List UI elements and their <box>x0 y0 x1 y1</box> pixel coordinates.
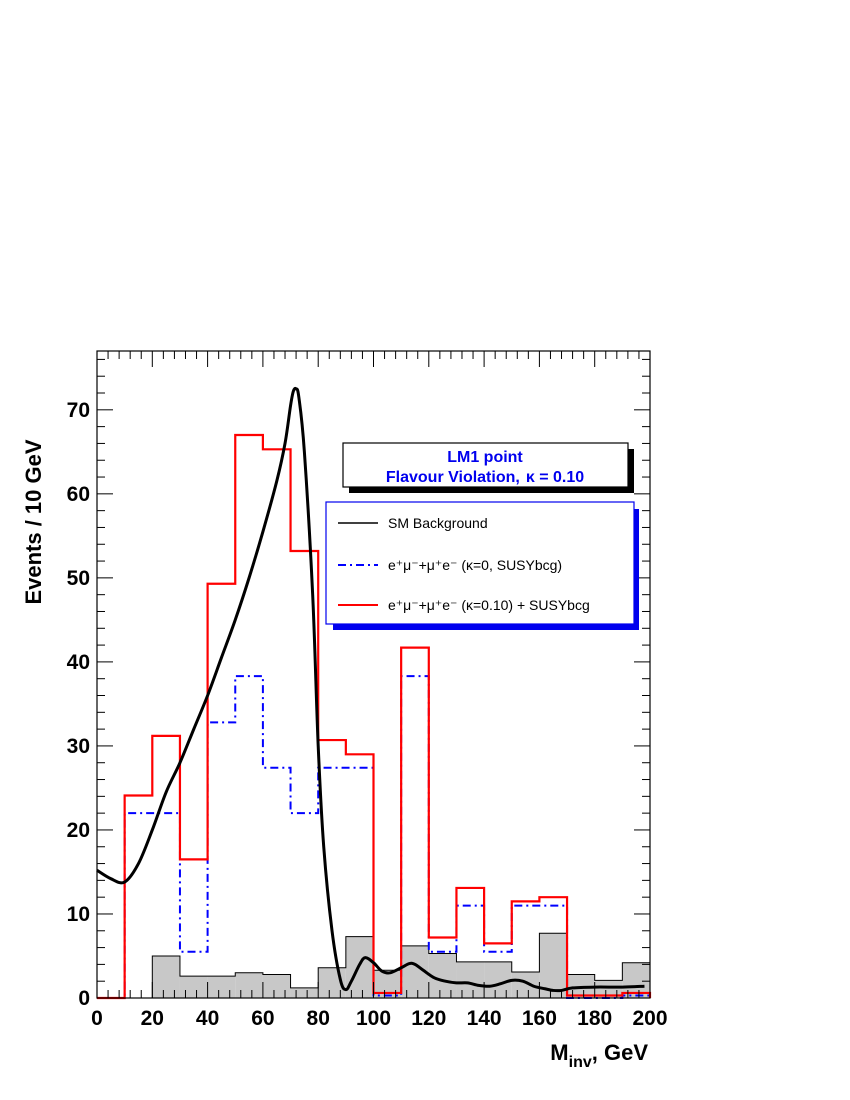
susy-k010-histogram <box>97 433 652 1000</box>
sm-background-curve <box>96 386 645 993</box>
x-tick-label: 100 <box>356 1007 391 1030</box>
legend-label-sm-background: SM Background <box>388 515 488 531</box>
x-tick-label: 160 <box>522 1007 557 1030</box>
x-tick-label: 0 <box>91 1007 103 1030</box>
legend-label-susy-k010: e⁺μ⁻+μ⁺e⁻ (κ=0.10) + SUSYbcg <box>388 597 590 613</box>
axis-ticks <box>96 351 651 999</box>
info-box-frame <box>342 442 629 488</box>
x-tick-label: 40 <box>196 1007 219 1030</box>
x-axis-title: Minv, GeV <box>550 1040 648 1071</box>
sm-bar <box>290 987 319 998</box>
legend: SM Background e⁺μ⁻+μ⁺e⁻ (κ=0, SUSYbcg) e… <box>325 501 639 630</box>
y-tick-label: 60 <box>67 483 90 506</box>
info-box-kappa: κ = 0.10 <box>526 469 584 486</box>
legend-label-susy-k0: e⁺μ⁻+μ⁺e⁻ (κ=0, SUSYbcg) <box>388 557 562 573</box>
x-tick-label: 20 <box>141 1007 164 1030</box>
y-tick-label: 70 <box>67 399 90 422</box>
info-box-title: LM1 point <box>447 449 523 466</box>
y-tick-label: 50 <box>67 567 90 590</box>
sm-bar <box>235 972 263 998</box>
sm-bar <box>262 974 291 998</box>
x-tick-label: 120 <box>411 1007 446 1030</box>
y-axis-title: Events / 10 GeV <box>21 439 46 604</box>
x-axis-title-unit: , GeV <box>592 1040 649 1065</box>
sm-bar <box>152 955 180 998</box>
x-tick-label: 200 <box>632 1007 667 1030</box>
sm-bar <box>207 976 236 998</box>
sm-bar <box>456 961 485 998</box>
info-box: LM1 point Flavour Violation, κ = 0.10 <box>342 442 634 493</box>
y-tick-label: 40 <box>67 651 90 674</box>
x-tick-label: 140 <box>467 1007 502 1030</box>
x-tick-label: 80 <box>307 1007 330 1030</box>
sm-bar <box>594 980 623 998</box>
sm-bar <box>484 961 512 998</box>
y-tick-label: 20 <box>67 819 90 842</box>
y-tick-label: 30 <box>67 735 90 758</box>
x-tick-label: 180 <box>577 1007 612 1030</box>
sm-bar <box>511 971 540 998</box>
tick-labels: 0 20 40 60 80 100 120 140 160 180 200 0 10 20 30 40 50 60… <box>67 399 668 1030</box>
x-axis-title-main: M <box>550 1040 568 1065</box>
y-tick-label: 0 <box>78 987 90 1010</box>
info-box-subtitle: Flavour Violation, κ = 0.10 <box>386 469 584 486</box>
x-axis-title-subscript: inv <box>569 1054 592 1071</box>
info-box-subtitle-text: Flavour Violation, <box>386 469 520 486</box>
x-tick-label: 60 <box>251 1007 274 1030</box>
y-tick-label: 10 <box>67 903 90 926</box>
sm-bar <box>179 976 208 998</box>
